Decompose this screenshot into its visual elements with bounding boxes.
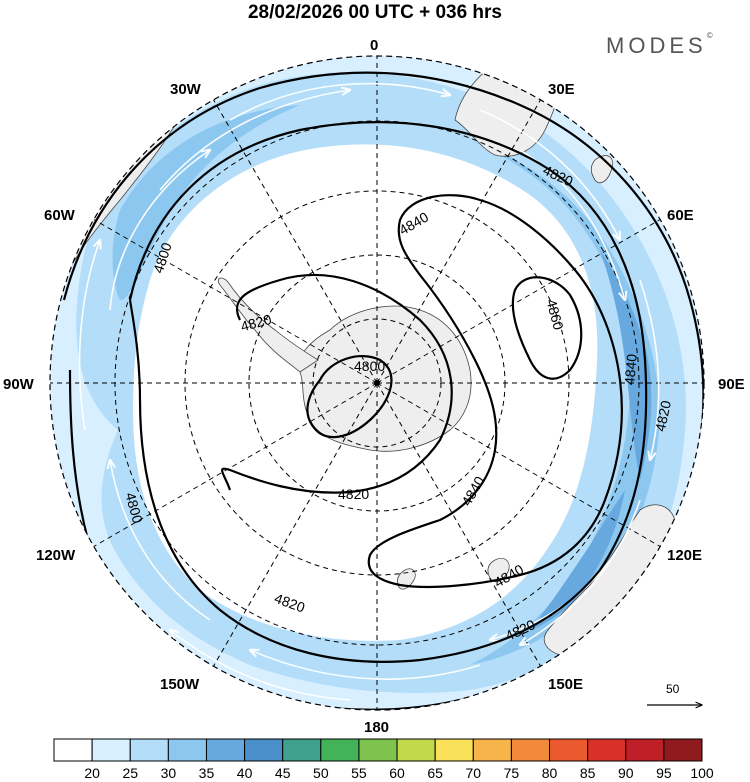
contour-4800-center xyxy=(306,355,393,439)
meridian-line xyxy=(90,217,378,384)
colorbar-swatch xyxy=(625,738,665,762)
colorbar-swatch xyxy=(549,738,589,762)
meridian-line xyxy=(90,382,378,549)
lon-label-120w: 120W xyxy=(36,547,76,564)
colorbar-tick-label: 75 xyxy=(504,765,520,781)
colorbar-swatch xyxy=(129,738,169,762)
colorbar: 20 25 30 35 40 45 50 55 60 65 70 75 80 85 90 95 100 xyxy=(53,738,714,781)
lon-label-150e: 150E xyxy=(548,676,583,693)
label-4800-center: 4800 xyxy=(354,358,385,374)
colorbar-tick-label: 25 xyxy=(122,765,138,781)
label-4800-sw: 4800 xyxy=(122,491,146,525)
label-4820-pacific: 4820 xyxy=(272,590,307,616)
meridian-line xyxy=(376,382,543,670)
colorbar-tick-label: 60 xyxy=(389,765,405,781)
label-4820-inner: 4820 xyxy=(338,486,369,502)
graticule xyxy=(50,56,704,710)
colorbar-tick-label: 90 xyxy=(618,765,634,781)
copyright-mark: © xyxy=(706,31,713,40)
reference-vector: 50 xyxy=(647,682,702,705)
modes-logo: MODES© xyxy=(606,31,713,59)
contour-4840-main xyxy=(367,194,623,589)
colorbar-swatch xyxy=(663,738,703,762)
colorbar-tick-label: 20 xyxy=(84,765,100,781)
colorbar-tick-label: 100 xyxy=(690,765,714,781)
south-pole-marker xyxy=(374,380,380,386)
colorbar-tick-label: 65 xyxy=(427,765,443,781)
lon-label-120e: 120E xyxy=(667,547,702,564)
colorbar-tick-label: 80 xyxy=(542,765,558,781)
colorbar-tick-label: 45 xyxy=(275,765,291,781)
colorbar-swatch xyxy=(587,738,627,762)
label-4840-north: 4840 xyxy=(396,209,431,239)
lon-label-180: 180 xyxy=(364,719,389,736)
colorbar-tick-label: 35 xyxy=(199,765,215,781)
colorbar-swatch xyxy=(91,738,131,762)
colorbar-tick-label: 30 xyxy=(161,765,177,781)
wind-speed-shading xyxy=(50,56,704,710)
meridian-line xyxy=(376,382,664,549)
colorbar-swatch xyxy=(244,738,284,762)
colorbar-swatch xyxy=(53,738,93,762)
colorbar-swatch xyxy=(358,738,398,762)
label-4840-east: 4840 xyxy=(621,353,640,386)
contour-4860 xyxy=(511,276,583,380)
label-4840-inner: 4840 xyxy=(458,473,488,508)
reference-vector-label: 50 xyxy=(666,682,680,696)
longitude-labels: 0 30E 60E 90E 120E 150E 180 150W 120W 90… xyxy=(3,37,745,736)
lon-label-0: 0 xyxy=(370,37,378,54)
meridian-line xyxy=(211,382,378,670)
meridian-line xyxy=(211,96,378,384)
colorbar-tick-label: 50 xyxy=(313,765,329,781)
colorbar-tick-label: 85 xyxy=(580,765,596,781)
colorbar-tick-label: 55 xyxy=(351,765,367,781)
lon-label-60e: 60E xyxy=(667,207,694,224)
map-title: 28/02/2026 00 UTC + 036 hrs xyxy=(247,2,503,23)
lon-label-90e: 90E xyxy=(718,376,745,393)
brand-text: MODES xyxy=(606,33,707,58)
meridian-line xyxy=(376,96,543,384)
contour-4820-inner xyxy=(220,273,453,494)
colorbar-swatch xyxy=(396,738,436,762)
colorbar-swatch xyxy=(282,738,322,762)
lon-label-150w: 150W xyxy=(160,676,200,693)
lon-label-60w: 60W xyxy=(44,207,76,224)
antarctic-peninsula xyxy=(217,277,319,373)
meridian-line xyxy=(376,217,664,384)
label-4820-east: 4820 xyxy=(652,399,674,433)
colorbar-swatch xyxy=(434,738,474,762)
label-4820-peninsula: 4820 xyxy=(239,311,273,335)
wind-40-band xyxy=(530,250,652,630)
colorbar-swatch xyxy=(510,738,551,762)
colorbar-tick-label: 40 xyxy=(237,765,253,781)
colorbar-swatch xyxy=(167,738,207,762)
colorbar-swatch xyxy=(205,738,246,762)
contour-4820-outer xyxy=(128,121,648,663)
lon-label-30w: 30W xyxy=(170,81,202,98)
lon-label-30e: 30E xyxy=(548,81,575,98)
lon-label-90w: 90W xyxy=(3,376,35,393)
colorbar-swatch xyxy=(472,738,512,762)
label-4860: 4860 xyxy=(543,297,567,331)
new-zealand xyxy=(397,557,510,590)
colorbar-swatch xyxy=(320,738,360,762)
colorbar-tick-label: 95 xyxy=(656,765,672,781)
colorbar-tick-label: 70 xyxy=(466,765,482,781)
